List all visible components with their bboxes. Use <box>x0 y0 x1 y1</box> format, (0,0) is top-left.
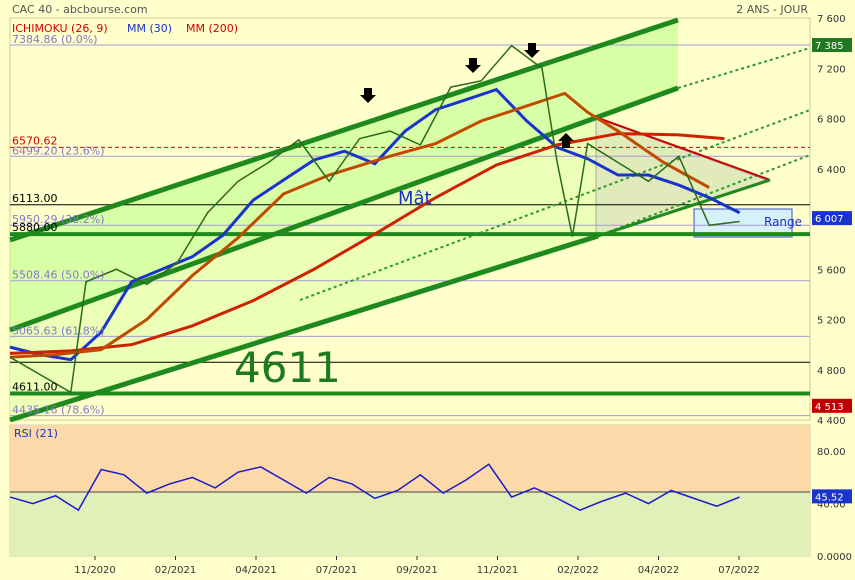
y-tick-label: 5 600 <box>817 265 846 276</box>
fib-level-label: 5065.63 (61.8%) <box>12 324 105 337</box>
channel-lines <box>9 17 811 423</box>
arrow-marker-icon <box>524 43 540 58</box>
price-tag <box>812 398 852 413</box>
annotation-range: Range <box>764 215 802 229</box>
y-tick-label: 5 200 <box>817 316 846 327</box>
channel-dotted-line <box>299 109 811 301</box>
channel-solid-line <box>9 85 679 333</box>
rsi-low-zone <box>10 492 810 556</box>
rsi-current-tag <box>812 489 852 504</box>
x-tick-label: 04/2022 <box>638 565 680 576</box>
channel-solid-line <box>9 233 599 423</box>
arrow-marker-icon <box>360 88 376 103</box>
horizontal-levels <box>10 44 810 417</box>
annotation-4611: 4611 <box>234 343 341 392</box>
rsi-current-label: 45.52 <box>815 492 844 503</box>
price-tag <box>812 38 852 53</box>
arrow-markers <box>360 43 574 148</box>
channel-upper-band <box>10 20 678 330</box>
support-level-label: 5880.00 <box>12 221 58 234</box>
fib-level-label: 7384.86 (0.0%) <box>12 33 98 46</box>
arrow-marker-icon <box>465 58 481 73</box>
rsi-series <box>9 463 740 512</box>
x-tick-label: 07/2022 <box>718 565 760 576</box>
rsi-tick-label: 80.00 <box>817 447 846 458</box>
channel-solid-line <box>9 17 679 243</box>
rsi-line <box>9 463 740 512</box>
x-tick-label: 09/2021 <box>396 565 438 576</box>
y-tick-label: 7 200 <box>817 64 846 75</box>
series-line <box>9 132 725 355</box>
legend-mm30: MM (30) <box>127 22 172 35</box>
x-tick-label: 11/2020 <box>74 565 116 576</box>
rsi-overbought-zone <box>10 425 810 492</box>
chart-period: 2 ANS - JOUR <box>736 3 808 16</box>
triangle-lower-line <box>597 178 771 238</box>
channel-dotted-line <box>677 47 811 89</box>
price-tag <box>812 211 852 226</box>
annotation-mat: Mât <box>398 188 432 209</box>
series-line <box>9 44 740 394</box>
price-tag-label: 4 513 <box>815 402 844 413</box>
y-tick-label: 4 400 <box>817 416 846 427</box>
y-tick-label: 6 400 <box>817 165 846 176</box>
y-tick-label: 6 800 <box>817 115 846 126</box>
channel-lower-band <box>10 118 598 420</box>
x-tick-label: 04/2021 <box>235 565 277 576</box>
legend-ichimoku: ICHIMOKU (26, 9) <box>12 22 108 35</box>
arrow-marker-icon <box>558 133 574 148</box>
support-level-label: 4611.00 <box>12 380 58 393</box>
fib-level-label: 5950.29 (38.2%) <box>12 213 105 226</box>
support-level-label: 6113.00 <box>12 192 58 205</box>
x-tick-label: 07/2021 <box>316 565 358 576</box>
price-series <box>9 44 741 394</box>
rsi-tick-label: 0.0000 <box>817 552 852 563</box>
legend-mm200: MM (200) <box>186 22 238 35</box>
rsi-title: RSI (21) <box>14 427 58 440</box>
support-level-label: 6570.62 <box>12 134 58 147</box>
series-line <box>9 91 710 359</box>
fib-level-label: 4435.16 (78.6%) <box>12 404 105 417</box>
y-tick-label: 4 800 <box>817 366 846 377</box>
price-tag-label: 7 385 <box>815 41 844 52</box>
channel-dotted-line <box>597 154 811 237</box>
rsi-tick-label: 40.00 <box>817 500 846 511</box>
fib-level-label: 5508.46 (50.0%) <box>12 269 105 282</box>
x-tick-label: 11/2021 <box>477 565 519 576</box>
chart-title: CAC 40 - abcbourse.com <box>12 3 148 16</box>
series-line <box>9 87 741 362</box>
price-tag-label: 6 007 <box>815 214 844 225</box>
fib-level-label: 6499.20 (23.6%) <box>12 144 105 157</box>
x-tick-label: 02/2021 <box>155 565 197 576</box>
x-tick-label: 02/2022 <box>557 565 599 576</box>
y-tick-label: 7 600 <box>817 14 846 25</box>
triangle-upper-line <box>597 117 771 181</box>
